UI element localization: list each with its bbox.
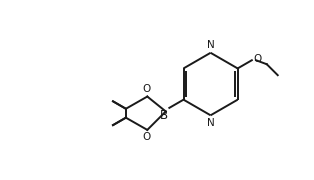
Text: O: O bbox=[143, 132, 151, 142]
Text: N: N bbox=[207, 118, 214, 128]
Text: O: O bbox=[253, 54, 261, 64]
Text: N: N bbox=[207, 40, 214, 50]
Text: O: O bbox=[143, 84, 151, 95]
Text: B: B bbox=[160, 109, 168, 122]
